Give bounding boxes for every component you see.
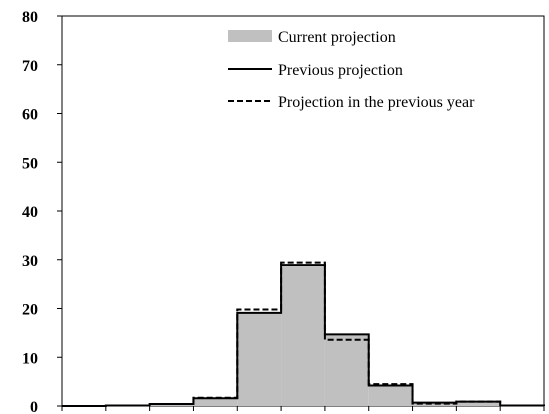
bar-current-projection — [237, 312, 282, 406]
bar-current-projection — [412, 402, 457, 406]
y-tick-label: 10 — [22, 350, 38, 367]
y-tick-label: 0 — [30, 399, 38, 414]
bar-current-projection — [456, 401, 501, 406]
y-tick-label: 30 — [22, 253, 38, 270]
y-tick-label: 60 — [22, 107, 38, 124]
y-tick-label: 40 — [22, 204, 38, 221]
bar-current-projection — [324, 335, 369, 406]
plot-area — [61, 15, 545, 411]
y-tick-label: 70 — [22, 58, 38, 75]
y-axis-ticks: 0 10 20 30 40 50 60 70 80 — [22, 9, 62, 414]
legend-label-previous-year: Projection in the previous year — [278, 94, 475, 111]
y-tick-label: 50 — [22, 155, 38, 172]
legend-label-previous-projection: Previous projection — [278, 62, 403, 79]
y-tick-label: 80 — [22, 9, 38, 26]
legend-swatch-current-projection — [228, 30, 272, 42]
bar-current-projection — [193, 398, 238, 406]
line-previous-projection — [62, 264, 545, 407]
y-tick-label: 20 — [22, 302, 38, 319]
bar-current-projection — [281, 266, 325, 406]
legend: Current projection Previous projection Pro… — [228, 29, 475, 111]
legend-label-current-projection: Current projection — [278, 29, 396, 46]
bar-current-projection — [368, 385, 413, 406]
